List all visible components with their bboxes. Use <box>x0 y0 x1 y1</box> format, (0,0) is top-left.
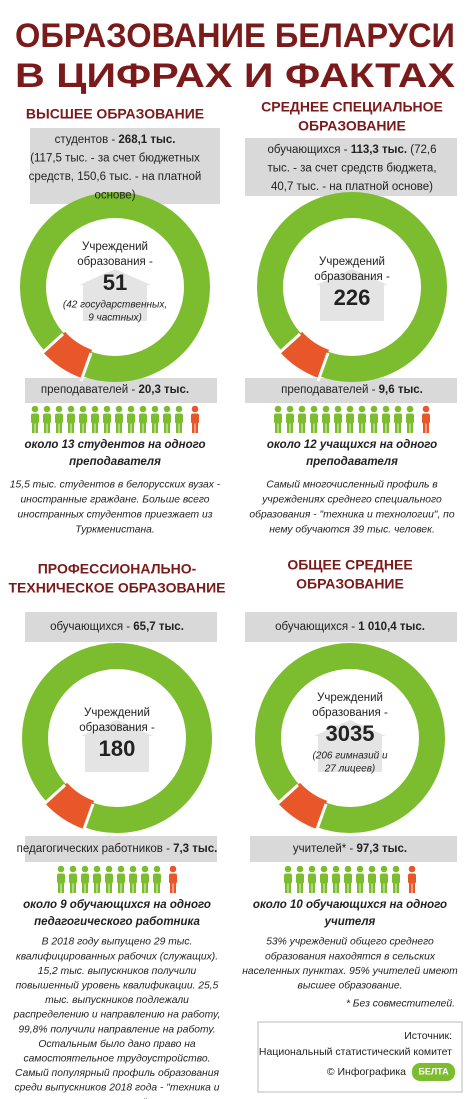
center-label: образования - <box>314 271 390 283</box>
section-heading: ОБРАЗОВАНИЕ <box>296 576 404 592</box>
stat-line: обучающихся - 65,7 тыс. <box>50 621 184 633</box>
stat-part: 113,3 тыс. <box>351 144 407 156</box>
note-text: В 2018 году выпущено 29 тыс. <box>42 937 193 948</box>
note-text: учреждениях среднего специального <box>261 495 442 506</box>
note-text: образования - "техника и технологии", по <box>249 509 454 521</box>
ratio-text: около 12 учащихся на одного <box>267 439 437 451</box>
note-text: среди выпускников 2018 года - "техника и <box>14 1083 219 1094</box>
center-number: 51 <box>103 270 127 295</box>
section-heading: ВЫСШЕЕ ОБРАЗОВАНИЕ <box>26 106 204 122</box>
center-label: Учреждений <box>82 241 148 253</box>
center-note: 9 частных) <box>88 313 142 324</box>
note-text: технологии". <box>85 1097 150 1099</box>
section-heading: СРЕДНЕЕ СПЕЦИАЛЬНОЕ <box>261 99 443 115</box>
ratio-text: около 9 обучающихся на одного <box>23 899 211 911</box>
note-text: тыс. выпускников подлежали <box>45 995 189 1006</box>
source-name: Национальный статистический комитет <box>259 1046 452 1058</box>
ratio-text: педагогического работника <box>34 916 200 928</box>
section-heading: ОБЩЕЕ СРЕДНЕЕ <box>287 557 412 573</box>
center-label: Учреждений <box>319 256 385 268</box>
center-note: (42 государственных, <box>63 300 167 311</box>
stat-part: обучающихся - <box>50 621 133 633</box>
stat-line: 40,7 тыс. - на платной основе) <box>271 181 433 193</box>
ratio-text: преподавателя <box>69 456 161 468</box>
center-number: 226 <box>334 285 371 310</box>
staff-line: учителей* - 97,3 тыс. <box>293 843 407 855</box>
stat-part: студентов - <box>55 134 119 146</box>
center-label: образования - <box>79 722 155 734</box>
note-text: Самый популярный профиль образования <box>15 1067 219 1079</box>
logo: БЕЛТА <box>418 1066 449 1076</box>
stat-part: обучающихся - <box>275 621 358 633</box>
center-note: 27 лицеев) <box>324 764 376 775</box>
staff-part: учителей* - <box>293 843 357 855</box>
footnote: * Без совместителей. <box>346 999 455 1010</box>
note-text: Остальным было дано право на <box>38 1038 196 1050</box>
note-text: самостоятельное трудоустройство. <box>24 1054 211 1065</box>
center-note: (206 гимназий и <box>312 751 388 762</box>
stat-part: 65,7 тыс. <box>133 621 184 633</box>
center-label: образования - <box>77 256 153 268</box>
ratio-text: около 13 студентов на одного <box>24 439 205 451</box>
ratio-text: около 10 обучающихся на одного <box>253 899 447 911</box>
note-text: иностранные граждане. Больше всего <box>20 495 209 506</box>
note-text: 99,8% получили направление на работу. <box>18 1023 215 1035</box>
title: ОБРАЗОВАНИЕ БЕЛАРУСИ <box>15 17 455 55</box>
note-text: 15,5 тыс. студентов в белорусских вузах … <box>10 479 221 491</box>
note-text: Самый многочисленный профиль в <box>266 479 438 491</box>
center-label: Учреждений <box>84 707 150 719</box>
boxes <box>25 128 463 1093</box>
note-text: 15,2 тыс. выпускников получили <box>38 966 197 977</box>
center-number: 180 <box>99 736 136 761</box>
center-label: образования - <box>312 707 388 719</box>
note-text: повышенный уровень квалификации. 25,5 <box>16 980 219 992</box>
staff-part: преподавателей - <box>41 384 139 396</box>
source-label: Источник: <box>404 1030 452 1042</box>
staff-line: преподавателей - 20,3 тыс. <box>41 384 189 396</box>
staff-part: 20,3 тыс. <box>138 384 189 396</box>
stat-part: (72,6 <box>407 144 436 156</box>
note-text: нему обучаются 39 тыс. человек. <box>269 524 435 536</box>
title: В ЦИФРАХ И ФАКТАХ <box>15 57 455 95</box>
stat-line: (117,5 тыс. - за счет бюджетных <box>30 153 200 165</box>
stat-line: студентов - 268,1 тыс. <box>55 134 176 146</box>
staff-line: преподавателей - 9,6 тыс. <box>281 384 423 396</box>
ratio-text: учителя <box>324 916 376 928</box>
note-text: высшее образование. <box>298 980 403 992</box>
stat-line: обучающихся - 1 010,4 тыс. <box>275 621 425 633</box>
center-label: Учреждений <box>317 692 383 704</box>
staff-part: преподавателей - <box>281 384 379 396</box>
section-heading: ОБРАЗОВАНИЕ <box>298 118 406 134</box>
ratio-text: преподавателя <box>306 456 398 468</box>
stat-part: обучающихся - <box>267 144 350 156</box>
note-text: иностранных студентов приезжает из <box>17 510 212 521</box>
credit: © Инфографика <box>327 1066 406 1078</box>
stat-part: 268,1 тыс. <box>118 134 175 146</box>
note-text: Туркменистана. <box>75 525 154 536</box>
note-text: образования находятся в сельских <box>265 950 436 962</box>
section-heading: ПРОФЕССИОНАЛЬНО- <box>38 561 197 577</box>
stat-line: основе) <box>94 190 135 202</box>
note-text: 53% учреждений общего среднего <box>266 936 434 948</box>
staff-part: 97,3 тыс. <box>356 843 407 855</box>
stat-line: обучающихся - 113,3 тыс. (72,6 <box>267 144 436 156</box>
stat-line: тыс. - за счет средств бюджета, <box>267 163 436 175</box>
people-icons <box>29 405 432 893</box>
note-text: распределению и направлению на работу, <box>13 1009 221 1021</box>
stat-line: средств, 150,6 тыс. - на платной <box>29 171 202 183</box>
note-text: квалифицированных рабочих (служащих). <box>16 950 218 962</box>
center-number: 3035 <box>326 721 375 746</box>
stat-part: 1 010,4 тыс. <box>358 621 425 633</box>
note-text: населенных пунктах. 95% учителей имеют <box>242 966 458 977</box>
section-heading: ТЕХНИЧЕСКОЕ ОБРАЗОВАНИЕ <box>8 580 225 596</box>
staff-part: педагогических работников - <box>17 843 173 855</box>
staff-part: 7,3 тыс. <box>173 843 217 855</box>
staff-part: 9,6 тыс. <box>379 384 423 396</box>
staff-line: педагогических работников - 7,3 тыс. <box>17 843 218 855</box>
